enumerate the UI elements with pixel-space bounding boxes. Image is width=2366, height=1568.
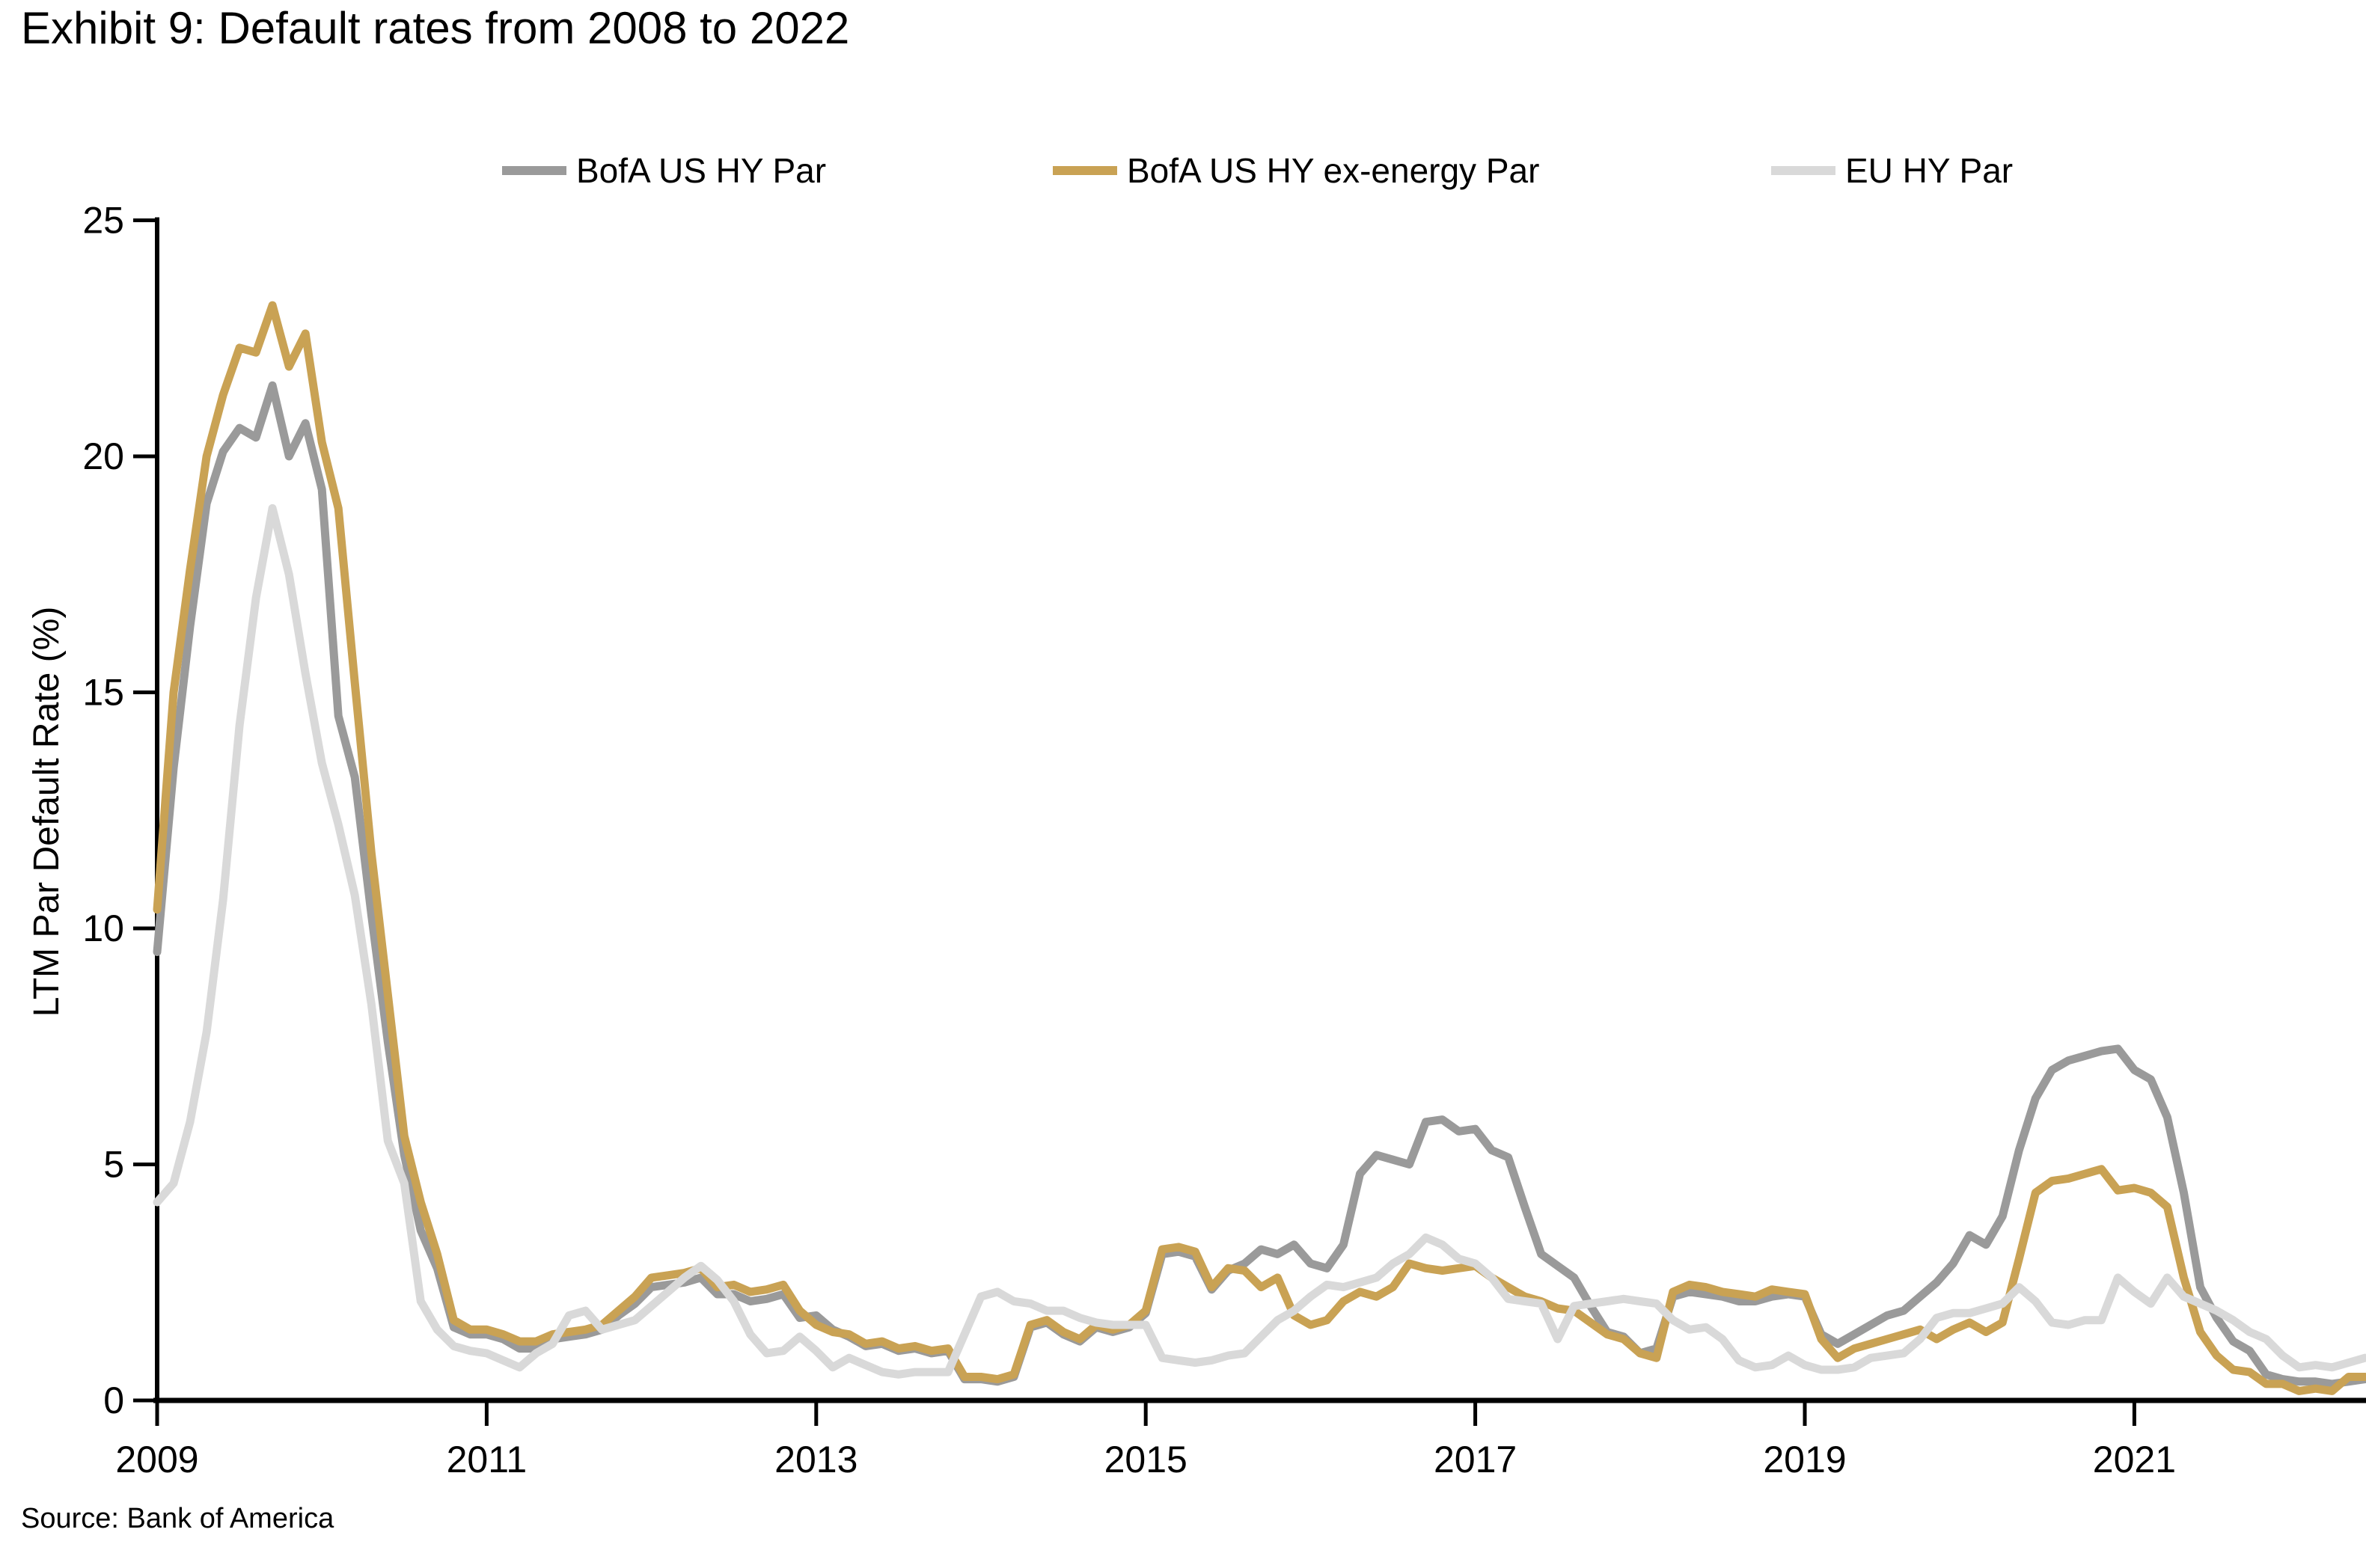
x-tick-label: 2017	[1434, 1439, 1517, 1480]
chart-title: Exhibit 9: Default rates from 2008 to 20…	[21, 3, 849, 53]
legend-label-eu-hy: EU HY Par	[1845, 151, 2013, 190]
source-note: Source: Bank of America	[21, 1503, 334, 1534]
y-tick-label: 10	[82, 907, 124, 949]
legend: BofA US HY Par BofA US HY ex-energy Par …	[502, 151, 2013, 190]
legend-item-eu-hy: EU HY Par	[1771, 151, 2013, 190]
series-line-0-bofa-us-hy-par	[153, 381, 2366, 1388]
x-tick-label: 2021	[2093, 1439, 2176, 1480]
series-line-2-eu-hy-par	[153, 503, 2366, 1379]
y-tick-label: 15	[82, 672, 124, 714]
y-tick-label: 25	[82, 200, 124, 242]
y-tick-label: 5	[103, 1144, 124, 1186]
y-tick-label: 20	[82, 435, 124, 477]
y-tick-label: 0	[103, 1379, 124, 1421]
x-tick-label: 2009	[115, 1439, 198, 1480]
series-line-1-bofa-us-hy-ex-energy-par	[153, 301, 2366, 1395]
x-tick-label: 2013	[774, 1439, 858, 1480]
legend-item-us-hy-ex-energy: BofA US HY ex-energy Par	[1053, 151, 1539, 190]
plot-area: 0 5 10 15 20 25 2009 2011 2013 2015 2017 2019 2021	[82, 200, 2366, 1480]
x-tick-label: 2015	[1104, 1439, 1187, 1480]
y-axis-label: LTM Par Default Rate (%)	[27, 607, 67, 1017]
legend-label-us-hy-ex-energy: BofA US HY ex-energy Par	[1127, 151, 1539, 190]
x-tick-label: 2011	[447, 1439, 528, 1480]
legend-label-us-hy: BofA US HY Par	[576, 151, 826, 190]
x-tick-label: 2019	[1763, 1439, 1846, 1480]
legend-item-us-hy: BofA US HY Par	[502, 151, 826, 190]
